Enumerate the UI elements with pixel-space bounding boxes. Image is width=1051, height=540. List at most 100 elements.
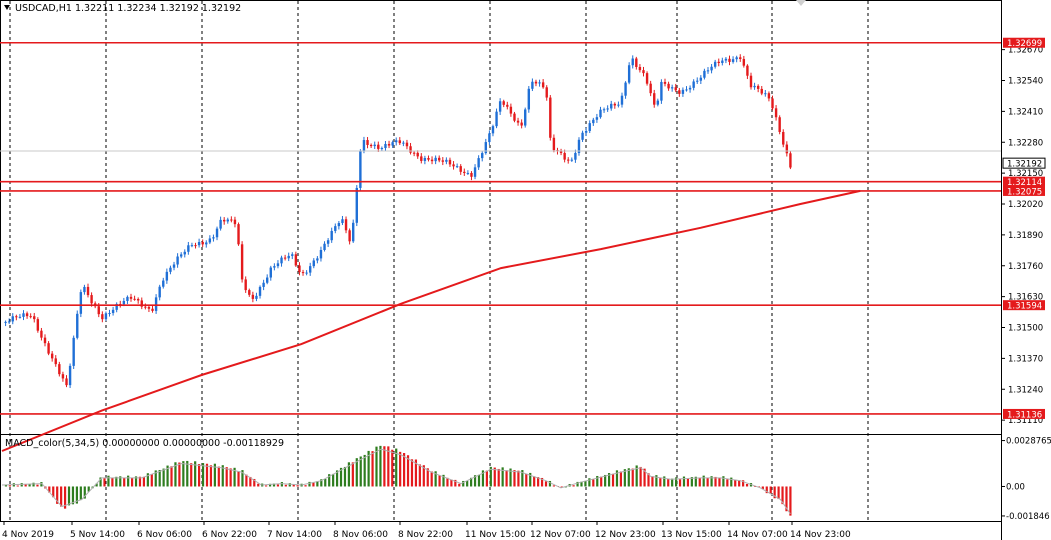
candle-body: [746, 65, 749, 76]
candle-body: [563, 152, 566, 160]
candle-body: [395, 140, 398, 143]
time-tick-label: 6 Nov 06:00: [137, 530, 192, 540]
macd-bar: [383, 446, 386, 487]
candle-body: [438, 157, 441, 161]
candle-body: [452, 164, 455, 167]
candle-body: [76, 313, 79, 338]
macd-bar: [710, 476, 713, 487]
candle-body: [739, 57, 742, 59]
price-tick-label: 1.31890: [1008, 231, 1043, 241]
macd-bar: [40, 482, 43, 487]
macd-bar: [584, 480, 587, 487]
macd-bar: [706, 478, 709, 487]
candle-body: [144, 306, 147, 308]
candle-body: [154, 297, 158, 311]
candle-body: [789, 153, 792, 168]
candle-body: [251, 294, 255, 299]
macd-signal-line: [1, 448, 791, 515]
macd-bar: [631, 468, 634, 487]
symbol-dropdown-icon[interactable]: [4, 5, 10, 10]
candle-body: [61, 374, 65, 379]
macd-bar: [395, 448, 398, 487]
macd-bar: [178, 462, 181, 487]
macd-bar: [233, 467, 236, 487]
macd-bar: [714, 476, 717, 487]
macd-bar: [560, 486, 563, 488]
candle-body: [567, 159, 570, 161]
candle-body: [649, 83, 652, 94]
candle-body: [735, 57, 738, 60]
candle-body: [441, 160, 444, 162]
candle-body: [742, 58, 746, 66]
macd-bar: [24, 484, 27, 487]
candle-body: [430, 159, 434, 162]
candle-body: [599, 109, 602, 118]
price-scale: 1.32670 1.32540 1.32410 1.32280 1.32150 1.320…: [1001, 46, 1043, 426]
candle-body: [169, 267, 172, 272]
macd-bar: [426, 468, 429, 487]
macd-bar: [221, 465, 224, 487]
candle-body: [172, 264, 176, 268]
candle-body: [602, 109, 606, 111]
current-price-box-bg: [1002, 157, 1046, 169]
macd-bar: [399, 451, 402, 487]
macd-bar: [268, 483, 272, 487]
candle-body: [531, 81, 534, 89]
macd-bar: [257, 483, 260, 487]
macd-bar: [674, 477, 678, 487]
candle-body: [190, 245, 194, 247]
macd-bar: [588, 478, 591, 487]
macd-bar: [123, 478, 126, 487]
chart-shift-marker-icon[interactable]: [796, 0, 806, 6]
macd-bar: [734, 479, 737, 487]
macd-bar: [540, 477, 544, 487]
candle-body: [58, 364, 61, 375]
candle-body: [635, 58, 638, 67]
macd-bar: [312, 482, 315, 487]
candle-body: [219, 219, 222, 229]
macd-bar: [702, 475, 705, 487]
candle-body: [79, 292, 83, 314]
candle-body: [201, 241, 204, 245]
candle-body: [176, 256, 179, 265]
macd-bar: [265, 485, 268, 487]
candle-body: [366, 140, 369, 145]
macd-bar: [111, 477, 114, 487]
macd-bar: [525, 473, 528, 487]
time-tick-label: 14 Nov 07:00: [727, 530, 788, 540]
candle-body: [33, 316, 36, 320]
candle-body: [194, 245, 197, 247]
time-tick-label: 5 Nov 14:00: [70, 530, 125, 540]
macd-bar: [517, 470, 520, 487]
candle-body: [466, 172, 470, 174]
macd-bar: [75, 486, 78, 504]
time-tick-label: 8 Nov 06:00: [333, 530, 388, 540]
candle-body: [47, 343, 50, 354]
macd-bar: [103, 478, 106, 487]
candle-body: [205, 242, 208, 245]
macd-bar: [789, 486, 792, 516]
macd-bar: [505, 470, 508, 487]
macd-bar: [71, 486, 75, 505]
candle-body: [785, 144, 789, 154]
candle-body: [323, 243, 326, 250]
candle-body: [334, 226, 337, 231]
macd-bar: [438, 475, 441, 487]
candle-body: [412, 152, 416, 154]
horizontal-levels[interactable]: [0, 41, 1001, 415]
candle-body: [613, 103, 617, 106]
macd-bar: [194, 461, 197, 487]
candle-body: [423, 158, 427, 161]
price-tick-label: 1.31370: [1008, 354, 1043, 364]
macd-bar: [726, 479, 729, 487]
candle-body: [355, 187, 358, 223]
candle-body: [481, 153, 484, 159]
candle-body: [237, 224, 240, 245]
candle-body: [627, 65, 631, 83]
level-label-box: [1003, 408, 1045, 419]
candle-body: [50, 353, 54, 359]
macd-bar: [8, 485, 11, 487]
candle-body: [344, 219, 348, 231]
